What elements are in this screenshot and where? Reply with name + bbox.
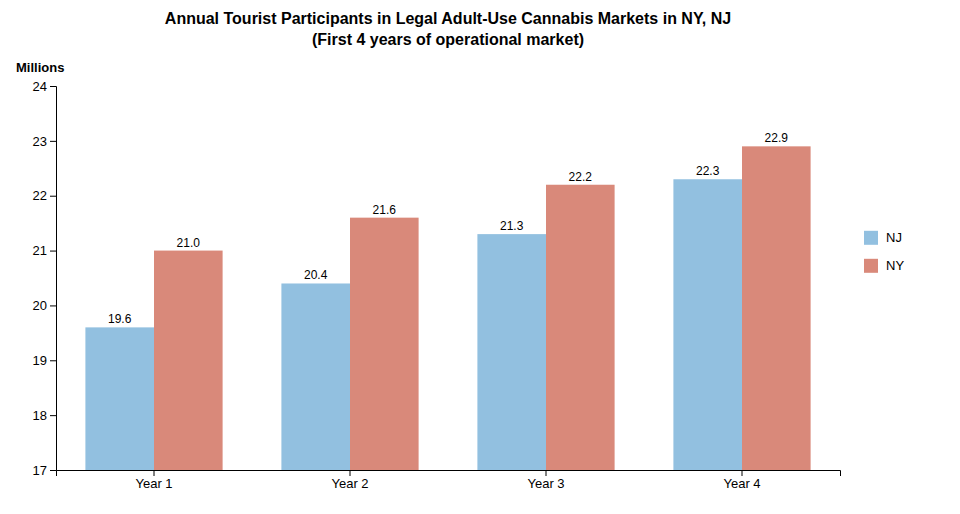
y-tick-label: 22 [33,188,47,203]
y-tick-mark [50,196,56,197]
y-tick: 17 [33,463,56,478]
bar [281,283,350,470]
bar [350,218,419,470]
y-tick-mark [50,141,56,142]
x-tick-label: Year 4 [723,476,760,491]
legend: NJ NY [864,230,904,273]
y-tick-mark [50,251,56,252]
legend-item: NY [864,258,904,273]
data-label: 21.0 [177,236,201,250]
x-tick: Year 2 [331,470,368,491]
chart: 19.620.421.322.321.021.622.222.9Year 1Ye… [0,0,960,514]
data-label: 22.9 [765,131,789,145]
x-tick-mark [546,470,547,476]
x-axis-line [57,471,841,477]
y-tick: 19 [33,353,56,368]
data-label: 19.6 [108,312,132,326]
y-tick: 24 [33,79,56,94]
y-tick-label: 18 [33,408,47,423]
subtitle: (First 4 years of operational market) [312,31,584,48]
data-label: 22.2 [569,170,593,184]
legend-label: NY [886,258,904,273]
title: Annual Tourist Participants in Legal Adu… [165,10,731,27]
y-axis: 17 18 19 20 21 22 23 24 [33,79,57,478]
x-tick-label: Year 3 [527,476,564,491]
y-tick-label: 19 [33,353,47,368]
y-tick-label: 21 [33,243,47,258]
y-tick-mark [50,415,56,416]
bar [673,179,742,470]
x-tick-label: Year 1 [135,476,172,491]
bar-series [154,146,811,470]
y-tick: 21 [33,243,56,258]
y-tick-mark [50,360,56,361]
bar [477,234,546,470]
plot: 19.620.421.322.321.021.622.222.9Year 1Ye… [33,79,841,492]
bars [85,146,810,470]
x-tick-mark [154,470,155,476]
y-tick-mark [50,86,56,87]
y-tick: 18 [33,408,56,423]
y-tick: 22 [33,188,56,203]
bar [85,327,154,470]
data-label: 21.3 [500,219,524,233]
legend-item: NJ [864,230,902,245]
legend-swatch [864,259,878,273]
x-tick: Year 3 [527,470,564,491]
y-tick-mark [50,470,56,471]
legend-swatch [864,231,878,245]
legend-label: NJ [886,230,902,245]
bar-series [85,179,742,470]
y-tick-mark [50,305,56,306]
y-tick-label: 23 [33,134,47,149]
y-tick-label: 17 [33,463,47,478]
bar [546,185,615,470]
bar [742,146,811,470]
x-tick-mark [350,470,351,476]
y-tick-label: 24 [33,79,47,94]
x-tick: Year 4 [723,470,760,491]
y-axis-line [50,87,57,471]
y-tick: 23 [33,134,56,149]
data-label: 20.4 [304,268,328,282]
bar [154,251,223,470]
y-tick-label: 20 [33,298,47,313]
x-axis: Year 1 Year 2 Year 3 Year 4 [57,470,841,491]
x-tick-mark [742,470,743,476]
y-tick: 20 [33,298,56,313]
data-label: 22.3 [696,164,720,178]
x-tick: Year 1 [135,470,172,491]
data-labels: 19.6 20.4 21.3 22.3 21.0 21.6 22.2 22.9 [108,131,788,326]
y-axis-title: Millions [16,60,64,75]
data-label: 21.6 [373,203,397,217]
x-tick-label: Year 2 [331,476,368,491]
